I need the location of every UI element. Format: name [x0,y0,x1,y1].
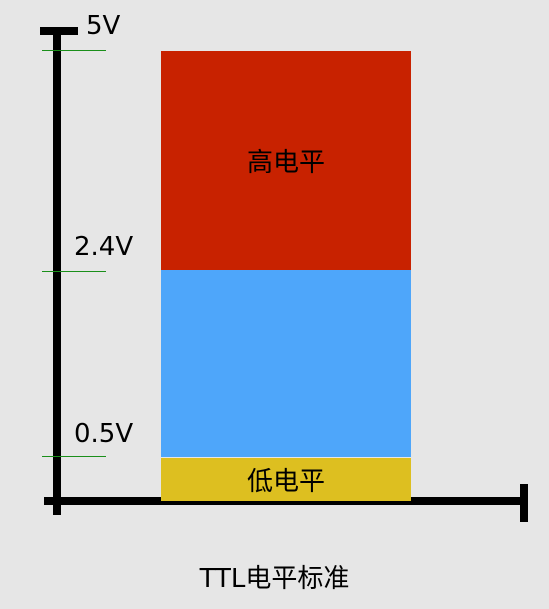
label-5v: 5V [86,11,121,41]
high-level-band: 高电平 [161,51,411,270]
baseline-axis [44,497,528,505]
tick-2-4v [42,271,106,272]
tick-5v [42,50,106,51]
voltage-axis-cap [40,27,78,35]
label-2-4v: 2.4V [74,232,134,262]
high-level-label: 高电平 [246,148,325,178]
diagram-caption: TTL电平标准 [199,564,350,594]
low-level-band: 低电平 [161,458,411,501]
undefined-region-band [161,270,411,457]
tick-0-5v [42,456,106,457]
baseline-axis-cap [520,484,528,522]
low-level-label: 低电平 [246,467,325,497]
label-0-5v: 0.5V [74,419,134,449]
